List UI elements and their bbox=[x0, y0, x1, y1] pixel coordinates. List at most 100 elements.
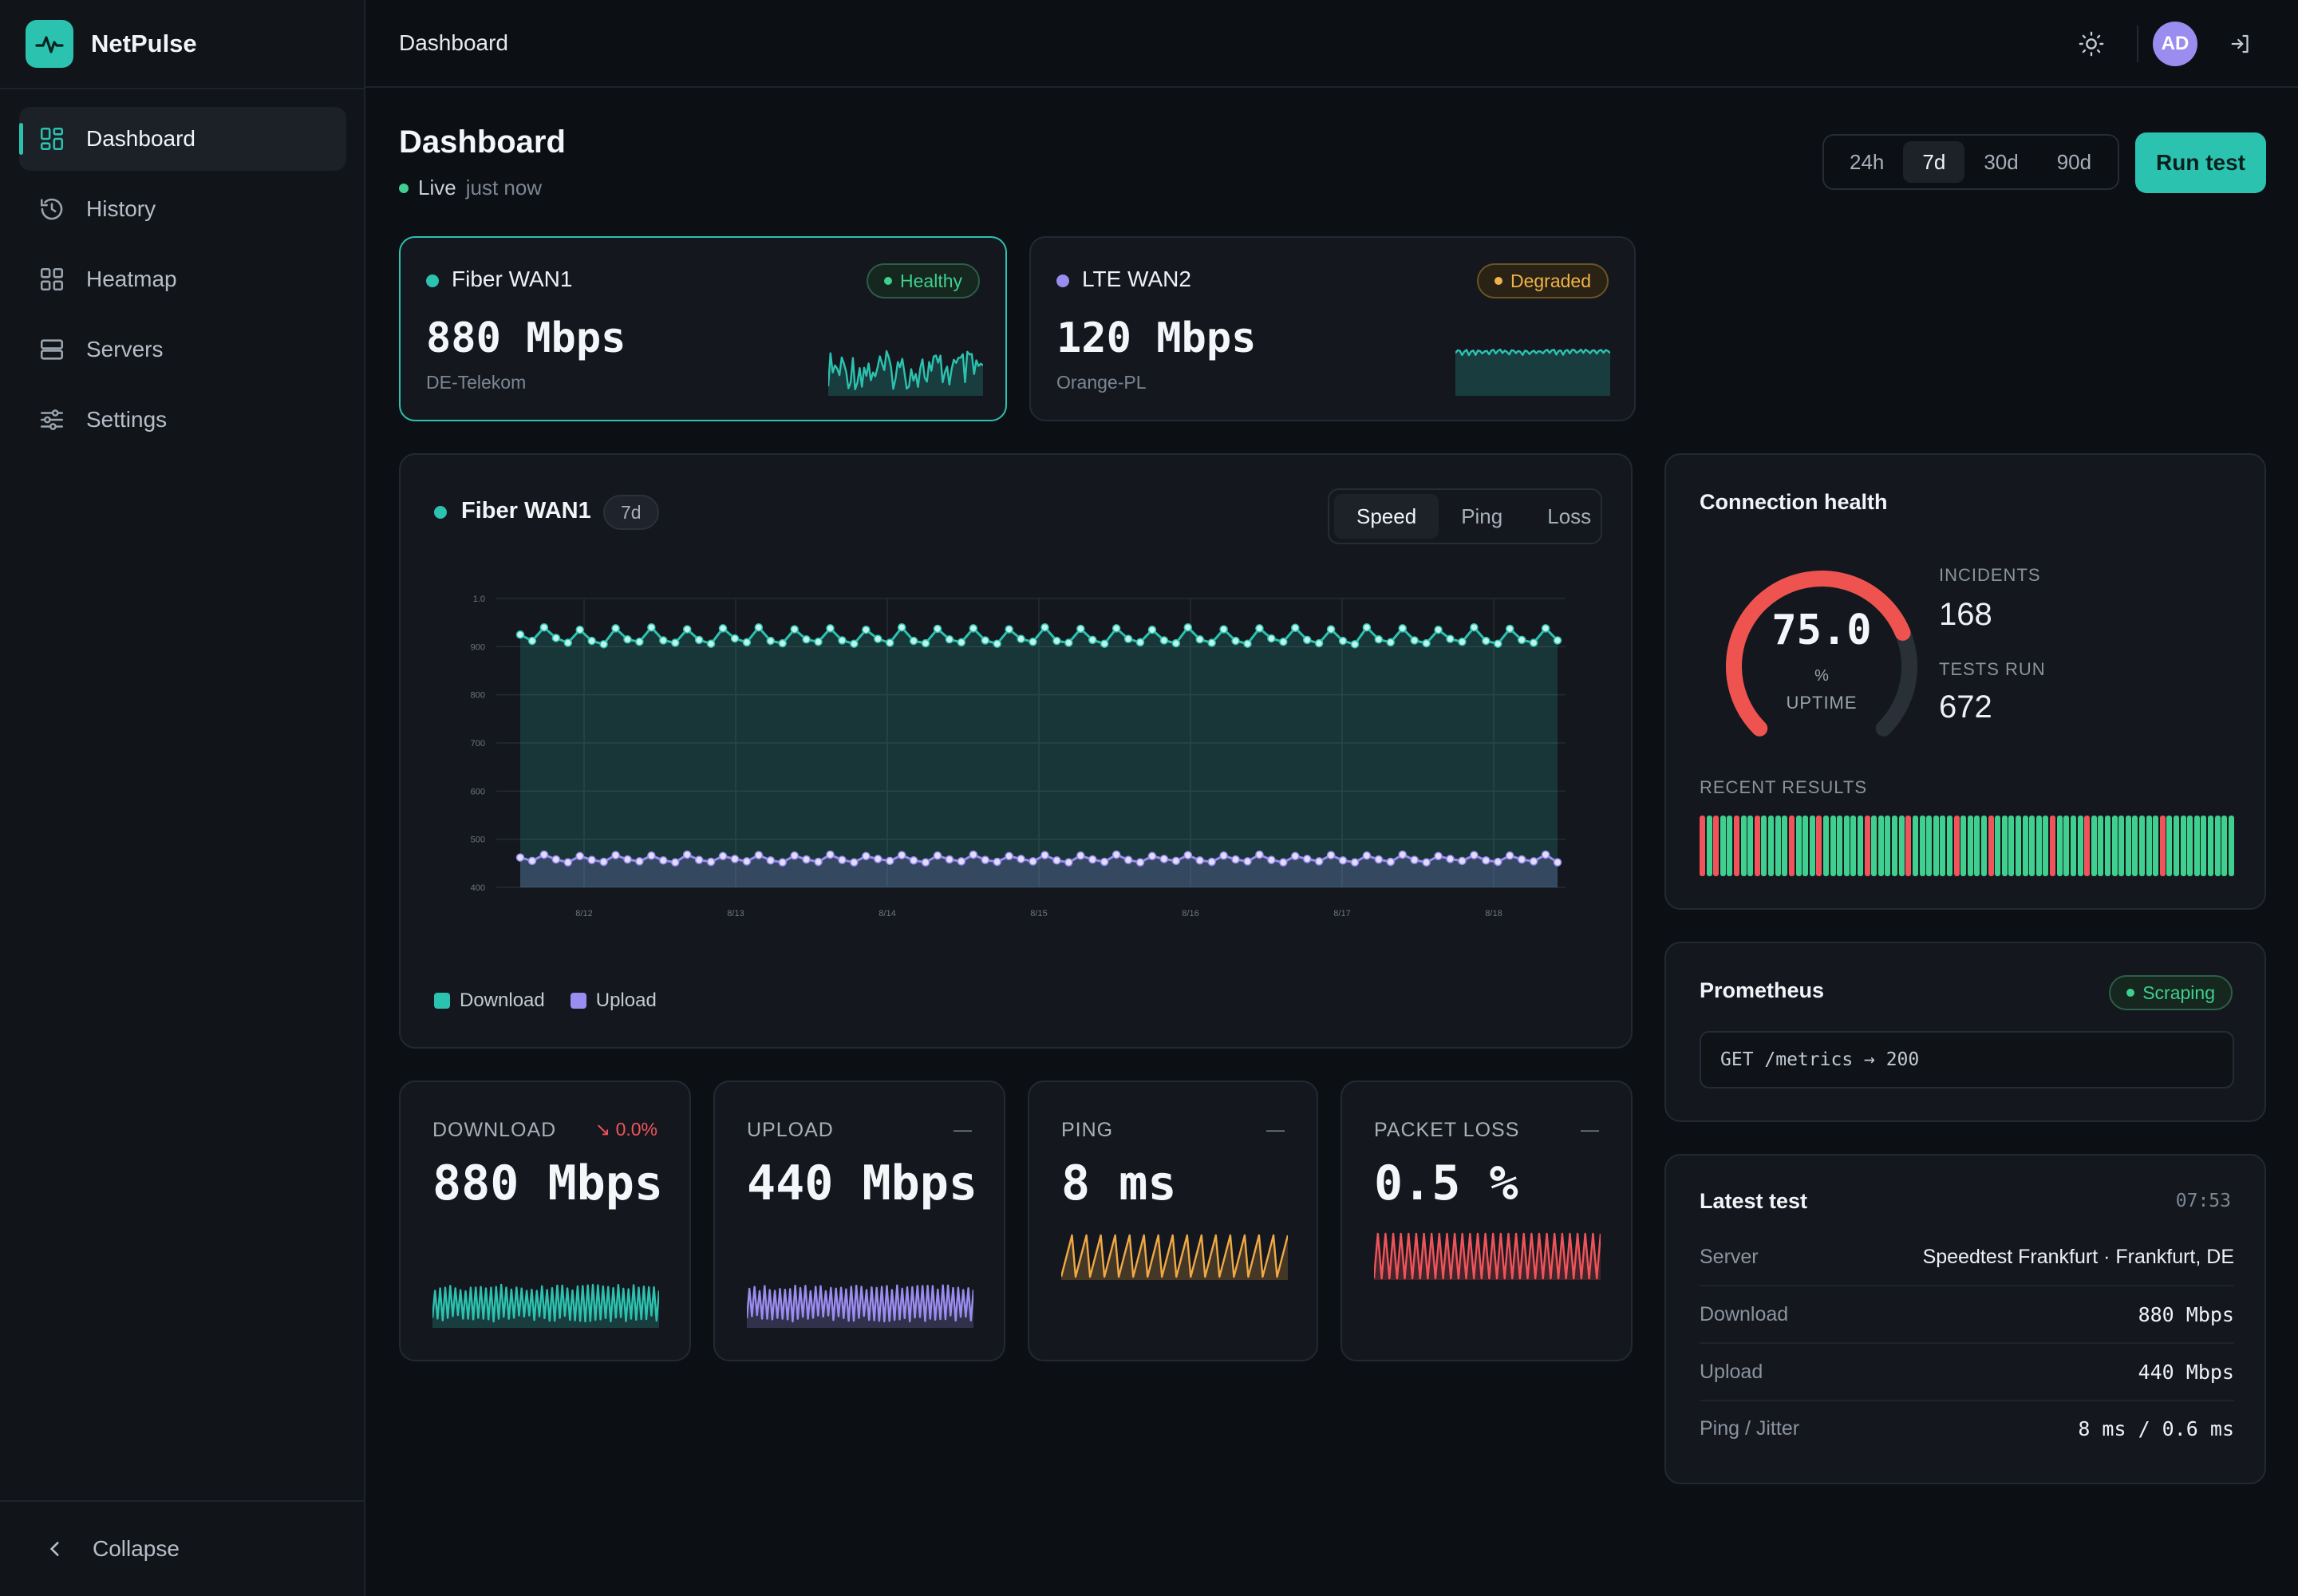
result-bar[interactable] bbox=[1727, 816, 1733, 876]
result-bar[interactable] bbox=[2098, 816, 2104, 876]
result-bar[interactable] bbox=[2214, 816, 2221, 876]
data-point[interactable] bbox=[1446, 855, 1455, 863]
data-point[interactable] bbox=[885, 638, 894, 647]
result-bar[interactable] bbox=[2193, 816, 2200, 876]
data-point[interactable] bbox=[1398, 850, 1407, 859]
result-bar[interactable] bbox=[2153, 816, 2159, 876]
data-point[interactable] bbox=[766, 636, 776, 646]
data-point[interactable] bbox=[766, 855, 776, 865]
run-test-button[interactable]: Run test bbox=[2135, 132, 2266, 193]
legend-item-upload[interactable]: Upload bbox=[570, 990, 657, 1012]
data-point[interactable] bbox=[1219, 625, 1228, 634]
result-bar[interactable] bbox=[1761, 816, 1767, 876]
data-point[interactable] bbox=[981, 855, 990, 864]
data-point[interactable] bbox=[838, 855, 847, 864]
tab-speed[interactable]: Speed bbox=[1334, 494, 1439, 539]
result-bar[interactable] bbox=[1926, 816, 1933, 876]
data-point[interactable] bbox=[862, 851, 871, 861]
data-point[interactable] bbox=[1529, 857, 1538, 866]
data-point[interactable] bbox=[909, 855, 918, 865]
result-bar[interactable] bbox=[2132, 816, 2138, 876]
data-point[interactable] bbox=[539, 850, 549, 859]
result-bar[interactable] bbox=[1816, 816, 1822, 876]
sidebar-item-servers[interactable]: Servers bbox=[19, 318, 346, 381]
data-point[interactable] bbox=[659, 636, 668, 645]
data-point[interactable] bbox=[1541, 850, 1550, 859]
result-bar[interactable] bbox=[1788, 816, 1795, 876]
data-point[interactable] bbox=[1291, 851, 1300, 861]
data-point[interactable] bbox=[945, 635, 954, 644]
data-point[interactable] bbox=[1386, 638, 1396, 647]
data-point[interactable] bbox=[1494, 857, 1502, 867]
data-point[interactable] bbox=[1195, 635, 1204, 644]
avatar[interactable]: AD bbox=[2153, 22, 2197, 66]
result-bar[interactable] bbox=[2139, 816, 2145, 876]
result-bar[interactable] bbox=[2159, 816, 2166, 876]
data-point[interactable] bbox=[778, 858, 787, 867]
data-point[interactable] bbox=[754, 622, 764, 632]
data-point[interactable] bbox=[563, 638, 573, 647]
data-point[interactable] bbox=[1123, 634, 1133, 643]
theme-toggle-button[interactable] bbox=[2071, 24, 2111, 64]
result-bar[interactable] bbox=[1843, 816, 1850, 876]
result-bar[interactable] bbox=[2001, 816, 2008, 876]
data-point[interactable] bbox=[790, 851, 799, 860]
result-bar[interactable] bbox=[1953, 816, 1960, 876]
data-point[interactable] bbox=[1147, 851, 1157, 861]
result-bar[interactable] bbox=[1822, 816, 1829, 876]
range-24h[interactable]: 24h bbox=[1850, 149, 1885, 174]
result-bar[interactable] bbox=[2043, 816, 2049, 876]
data-point[interactable] bbox=[1386, 857, 1396, 867]
data-point[interactable] bbox=[1088, 855, 1097, 864]
data-point[interactable] bbox=[850, 858, 859, 867]
data-point[interactable] bbox=[599, 857, 608, 867]
data-point[interactable] bbox=[1434, 851, 1443, 861]
data-point[interactable] bbox=[1231, 636, 1240, 646]
data-point[interactable] bbox=[1470, 851, 1479, 859]
data-point[interactable] bbox=[587, 636, 596, 646]
data-point[interactable] bbox=[1541, 624, 1550, 633]
data-point[interactable] bbox=[1088, 635, 1097, 645]
data-point[interactable] bbox=[1338, 855, 1348, 865]
result-bar[interactable] bbox=[2125, 816, 2131, 876]
result-bar[interactable] bbox=[2187, 816, 2193, 876]
data-point[interactable] bbox=[1111, 850, 1121, 859]
data-point[interactable] bbox=[527, 856, 537, 866]
wan-card-lte[interactable]: LTE WAN2 Degraded 120 Mbps Orange-PL bbox=[1029, 236, 1636, 421]
data-point[interactable] bbox=[1302, 635, 1312, 645]
result-bar[interactable] bbox=[2016, 816, 2022, 876]
result-bar[interactable] bbox=[2180, 816, 2186, 876]
series-line[interactable] bbox=[519, 853, 1558, 864]
data-point[interactable] bbox=[1076, 624, 1085, 634]
result-bar[interactable] bbox=[2146, 816, 2152, 876]
data-point[interactable] bbox=[1100, 857, 1109, 867]
data-point[interactable] bbox=[1279, 858, 1288, 867]
data-point[interactable] bbox=[694, 855, 704, 864]
data-point[interactable] bbox=[1064, 858, 1073, 867]
data-point[interactable] bbox=[718, 624, 728, 633]
range-90d[interactable]: 90d bbox=[2056, 149, 2092, 174]
data-point[interactable] bbox=[885, 856, 894, 866]
data-point[interactable] bbox=[1064, 638, 1073, 647]
data-point[interactable] bbox=[957, 857, 966, 866]
result-bar[interactable] bbox=[2201, 816, 2207, 876]
result-bar[interactable] bbox=[2228, 816, 2234, 876]
data-point[interactable] bbox=[1171, 638, 1181, 648]
result-bar[interactable] bbox=[2104, 816, 2110, 876]
result-bar[interactable] bbox=[1754, 816, 1760, 876]
data-point[interactable] bbox=[1100, 639, 1109, 648]
data-point[interactable] bbox=[826, 850, 835, 859]
result-bar[interactable] bbox=[1706, 816, 1712, 876]
speed-line-chart[interactable]: 400 500 600 700 800 900 1.0 8/12 8/13 8/14 8/15 8/1… bbox=[432, 575, 1581, 934]
data-point[interactable] bbox=[718, 851, 728, 861]
data-point[interactable] bbox=[635, 638, 644, 646]
data-point[interactable] bbox=[1052, 855, 1061, 865]
data-point[interactable] bbox=[1314, 638, 1324, 648]
series-line[interactable] bbox=[519, 625, 1559, 646]
data-point[interactable] bbox=[1076, 851, 1085, 860]
data-point[interactable] bbox=[1362, 851, 1372, 860]
data-point[interactable] bbox=[659, 855, 668, 865]
result-bar[interactable] bbox=[1713, 816, 1720, 876]
sidebar-item-dashboard[interactable]: Dashboard bbox=[19, 107, 346, 171]
data-point[interactable] bbox=[611, 624, 620, 633]
